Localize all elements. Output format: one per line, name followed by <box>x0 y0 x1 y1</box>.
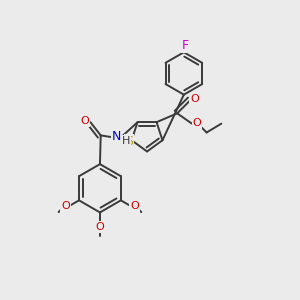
Text: O: O <box>193 118 201 128</box>
Text: H: H <box>122 136 130 146</box>
Text: O: O <box>96 222 104 232</box>
Text: O: O <box>61 201 70 211</box>
Text: O: O <box>190 94 199 103</box>
Text: N: N <box>112 130 121 143</box>
Text: F: F <box>182 39 189 52</box>
Text: S: S <box>125 135 133 148</box>
Text: O: O <box>80 116 89 126</box>
Text: O: O <box>130 201 139 211</box>
